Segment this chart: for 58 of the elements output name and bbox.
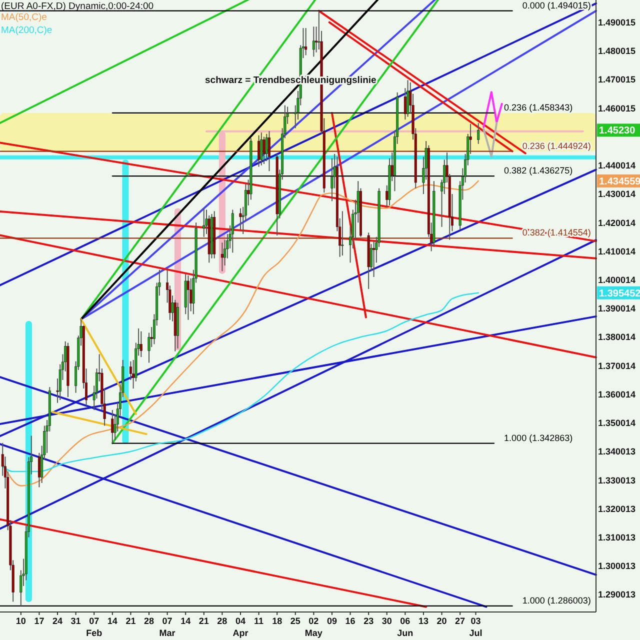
y-tick-label: 1.330013: [598, 475, 636, 486]
x-tick-label: 14: [107, 616, 118, 626]
y-tick-label: 1.470015: [598, 74, 636, 85]
chart-title: (EUR A0-FX,D) Dynamic,0:00-24:00: [1, 1, 154, 12]
x-tick-label: 02 May: [304, 616, 322, 638]
y-tick-label: 1.380014: [598, 332, 636, 342]
x-tick-label: 07 Feb: [86, 616, 103, 638]
y-tick-label: 1.460015: [598, 103, 636, 114]
y-tick-label: 1.395452: [599, 288, 640, 300]
y-tick-label: 1.320013: [598, 504, 636, 514]
series-label: 0.000 (1.494015): [522, 0, 591, 10]
y-tick-label: 1.420014: [598, 218, 636, 228]
x-tick-label: 10: [16, 616, 26, 626]
series-label: 0.236 (1.444924): [522, 140, 591, 151]
x-tick-label: 21: [198, 616, 209, 626]
y-tick-label: 1.300013: [598, 561, 636, 572]
x-tick-label: 24: [52, 616, 63, 626]
x-tick-label: 03 Jul: [469, 616, 482, 638]
x-tick-label: 11: [254, 616, 264, 626]
x-tick-label: 21: [126, 616, 136, 626]
series-label: 0.382 (1.436275): [504, 166, 573, 176]
x-tick-label: 07 Mar: [159, 616, 176, 638]
y-tick-label: 1.350014: [598, 418, 636, 428]
x-tick-label: 28: [217, 616, 228, 626]
y-tick-label: 1.410014: [598, 246, 636, 256]
series-label: 1.000 (1.286003): [522, 595, 591, 606]
x-tick-label: 27: [455, 616, 466, 626]
text: MA(50,C)e: [1, 12, 47, 23]
x-tick-label: 25: [290, 616, 300, 626]
y-tick-label: 1.45230: [599, 126, 636, 137]
y-tick-label: 1.290013: [598, 590, 636, 600]
y-tick-label: 1.480015: [598, 46, 636, 56]
x-tick-label: 20: [436, 616, 447, 626]
x-tick-label: 28: [144, 616, 154, 626]
series-label: 0.236 (1.458343): [504, 102, 573, 112]
y-tick-label: 1.390014: [598, 304, 636, 314]
y-tick-label: 1.430014: [598, 189, 636, 200]
y-tick-label: 1.434559: [599, 176, 640, 188]
x-tick-label: 09: [326, 616, 337, 626]
x-tick-label: 18: [272, 616, 282, 626]
x-tick-label: 30: [382, 616, 392, 626]
x-tick-label: 31: [70, 616, 81, 626]
text: MA(200,C)e: [1, 25, 52, 36]
x-tick-label: 16: [345, 616, 356, 626]
y-tick-label: 1.360014: [598, 389, 636, 400]
y-tick-label: 1.370014: [598, 360, 636, 371]
x-tick-label: 23: [364, 616, 374, 626]
y-tick-label: 1.310013: [598, 532, 636, 542]
x-tick-label: 17: [34, 616, 44, 626]
x-tick-label: 14: [180, 616, 191, 626]
y-tick-label: 1.340013: [598, 446, 636, 457]
x-tick-label: 06 Jun: [397, 616, 414, 638]
x-tick-label: 13: [418, 616, 428, 626]
x-tick-label: 04 Apr: [232, 616, 249, 638]
y-tick-label: 1.440014: [598, 160, 636, 171]
y-tick-label: 1.400014: [598, 274, 636, 285]
series-label: 1.000 (1.342863): [504, 432, 573, 443]
y-tick-label: 1.490015: [598, 17, 636, 28]
